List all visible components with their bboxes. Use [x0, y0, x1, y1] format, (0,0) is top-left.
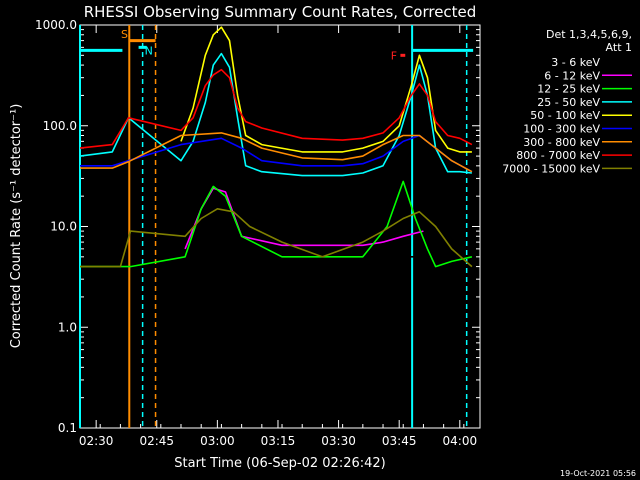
x-tick-label: 02:30	[79, 434, 114, 448]
legend-header-1: Det 1,3,4,5,6,9,	[546, 28, 632, 41]
y-axis-label: Corrected Count Rate (s⁻¹ detector⁻¹)	[9, 104, 24, 349]
x-tick-label: 03:45	[382, 434, 417, 448]
series-line-3	[80, 180, 473, 268]
series-line-7	[80, 132, 473, 173]
series-group	[79, 26, 473, 329]
series-line-1	[184, 195, 444, 329]
marker-s-label: S	[121, 28, 128, 41]
y-tick-label: 1.0	[58, 320, 77, 334]
y-tick-label: 10.0	[50, 220, 77, 234]
legend-label: 7000 - 15000 keV	[502, 162, 600, 175]
series-line-8	[79, 68, 473, 149]
legend-label: 100 - 300 keV	[523, 123, 600, 136]
time-markers: S N F	[79, 25, 474, 428]
legend-label: 3 - 6 keV	[551, 56, 600, 69]
legend-label: 50 - 100 keV	[530, 109, 600, 122]
x-tick-label: 03:15	[261, 434, 296, 448]
marker-n-label: N	[145, 44, 153, 57]
y-tick-label: 100.0	[43, 119, 77, 133]
x-tick-label: 04:00	[443, 434, 478, 448]
legend-label: 25 - 50 keV	[537, 96, 600, 109]
x-tick-label: 03:00	[200, 434, 235, 448]
series-line-2	[184, 187, 424, 250]
y-tick-label: 0.1	[58, 421, 77, 435]
series-line-4	[79, 52, 472, 177]
x-tick-label: 02:45	[139, 434, 174, 448]
x-axis-label: Start Time (06-Sep-02 02:26:42)	[174, 456, 385, 471]
chart-title: RHESSI Observing Summary Count Rates, Co…	[84, 3, 477, 21]
series-line-9	[80, 208, 473, 268]
y-ticks: 0.1 1.0 10.0 100.0 1000.0	[35, 18, 480, 435]
marker-f-label: F	[391, 49, 397, 62]
y-tick-label: 1000.0	[35, 18, 77, 32]
legend-header-2: Att 1	[606, 41, 632, 54]
legend-label: 6 - 12 keV	[544, 69, 600, 82]
legend-label: 800 - 7000 keV	[516, 149, 600, 162]
legend-label: 300 - 800 keV	[523, 136, 600, 149]
x-tick-label: 03:30	[321, 434, 356, 448]
footer-date: 19-Oct-2021 05:56	[560, 469, 636, 478]
legend-label: 12 - 25 keV	[537, 83, 600, 96]
x-ticks: 02:30 02:45 03:00 03:15 03:30 03:45 04:00	[79, 25, 477, 448]
